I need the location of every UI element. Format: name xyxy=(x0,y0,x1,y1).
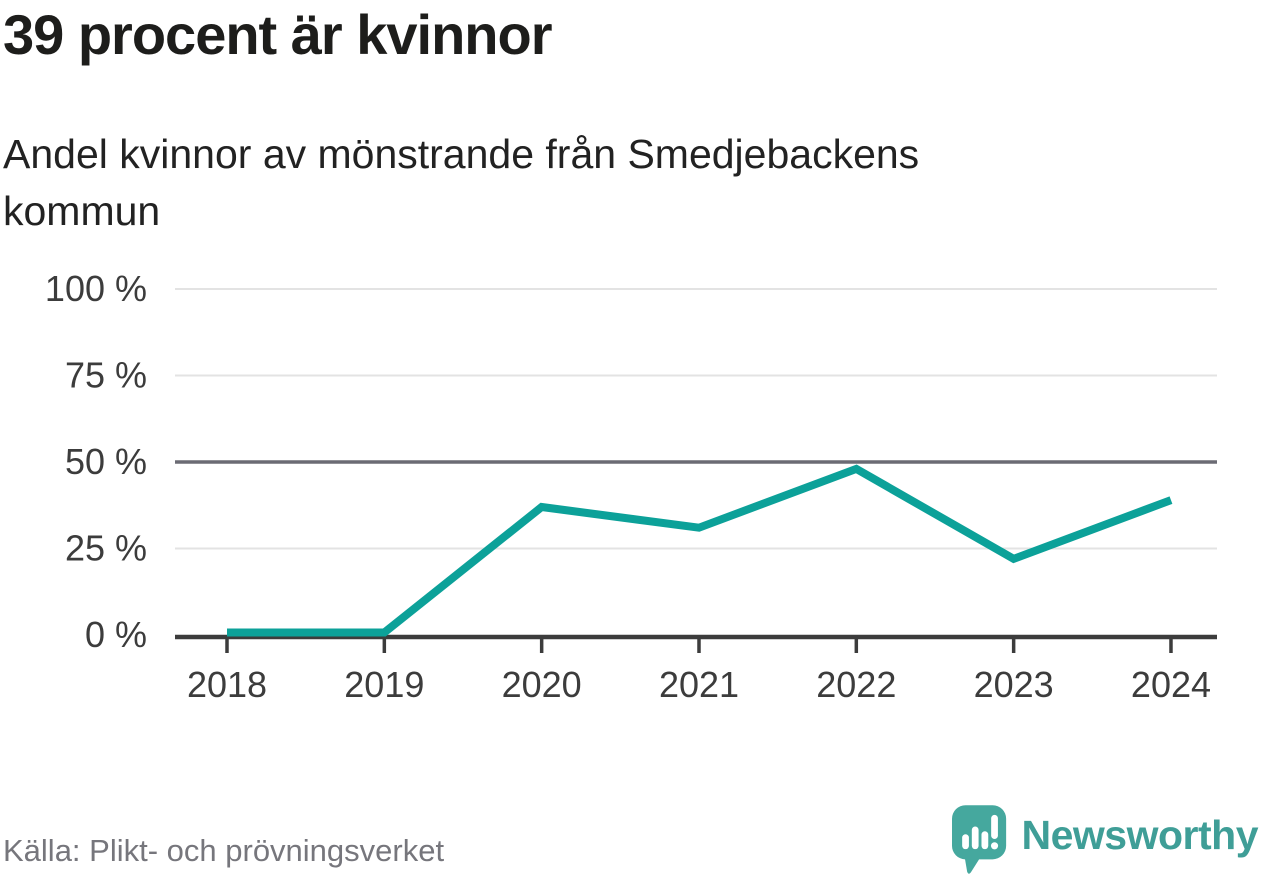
data-line xyxy=(227,464,1173,637)
newsworthy-wordmark: Newsworthy xyxy=(1021,811,1259,858)
logo-bar-short xyxy=(961,834,969,850)
y-tick-label: 75 % xyxy=(65,355,147,396)
y-tick-label: 25 % xyxy=(65,528,147,569)
logo-exclamation-bar xyxy=(990,814,998,840)
x-tick-label: 2019 xyxy=(344,664,424,705)
logo-exclamation-dot xyxy=(990,842,998,850)
x-tick-label: 2018 xyxy=(187,664,267,705)
chart-subtitle: Andel kvinnor av mönstrande från Smedjeb… xyxy=(3,131,920,234)
logo-bar-tall xyxy=(971,826,979,850)
newsworthy-logo-icon xyxy=(951,805,1006,874)
line-chart-svg: 0 % 25 % 50 % 75 % 100 % 2018 2019 2020 2021 2022… xyxy=(45,268,1217,705)
x-tick-label: 2024 xyxy=(1131,664,1211,705)
page-title: 39 procent är kvinnor xyxy=(3,3,553,66)
footer: Källa: Plikt- och prövningsverket Newswo… xyxy=(3,805,1258,875)
source-note: Källa: Plikt- och prövningsverket xyxy=(3,833,445,868)
y-tick-label: 0 % xyxy=(85,614,147,655)
y-tick-label: 50 % xyxy=(65,441,147,482)
x-tick-label: 2021 xyxy=(659,664,739,705)
line-chart: 0 % 25 % 50 % 75 % 100 % 2018 2019 2020 2021 2022… xyxy=(0,260,1262,730)
logo-bubble-shape xyxy=(951,805,1006,874)
newsworthy-logo: Newsworthy xyxy=(951,805,1259,875)
x-tick-label: 2023 xyxy=(974,664,1054,705)
x-tick-label: 2022 xyxy=(816,664,896,705)
y-tick-label: 100 % xyxy=(45,268,147,309)
x-tick-label: 2020 xyxy=(502,664,582,705)
logo-bar-mid xyxy=(980,831,988,850)
